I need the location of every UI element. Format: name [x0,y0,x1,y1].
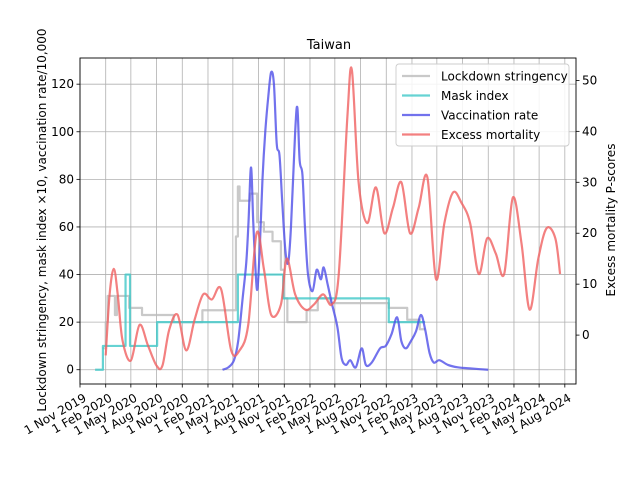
grid [79,58,576,384]
y-tick-label: 100 [51,125,74,139]
series-line-vaccination-rate [222,70,489,371]
legend-entry-label: Vaccination rate [441,109,538,123]
y2-tick-label: 10 [582,277,597,291]
y-tick-label: 60 [59,220,74,234]
y-tick-label: 120 [51,77,74,91]
legend-entry-label: Excess mortality [441,128,540,142]
y-tick-label: 40 [59,268,74,282]
y2-tick-label: 40 [582,124,597,138]
y2-tick-label: 30 [582,175,597,189]
y2-tick-label: 50 [582,73,597,87]
plot-frame [79,57,577,385]
y-tick-label: 80 [59,172,74,186]
chart-title: Taiwan [306,38,351,53]
legend: Lockdown stringency Mask index Vaccination… [395,63,570,147]
legend-box [395,63,570,147]
y2-tick-label: 20 [582,226,597,240]
y-tick-label: 0 [66,363,74,377]
legend-entry-label: Mask index [441,89,509,103]
y2-tick-label: 0 [582,328,590,342]
left-axis: 0 20 40 60 80 100 120 [51,77,80,377]
series-line-excess-mortality [104,66,562,371]
legend-entry-label: Lockdown stringency [441,70,568,84]
y-axis-label-right: Excess mortality P-scores [604,144,618,297]
y-axis-label-left: Lockdown stringency, mask index ×10, vac… [35,28,49,411]
y-tick-label: 20 [59,315,74,329]
right-axis: 0 10 20 30 40 50 [576,73,597,342]
series-group [95,66,562,371]
